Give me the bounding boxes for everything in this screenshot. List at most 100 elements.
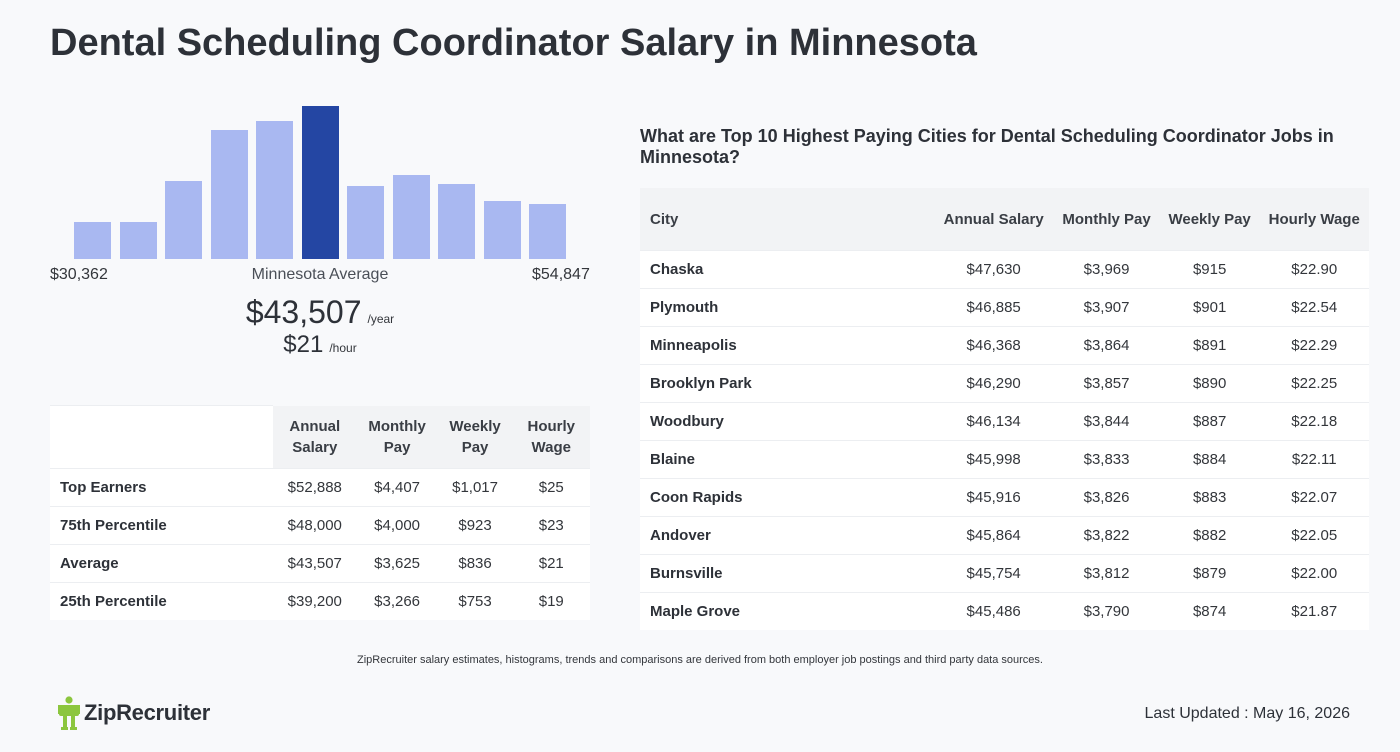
city-cell: $3,907 — [1053, 288, 1160, 327]
table-row: Brooklyn Park $46,290 $3,857 $890 $22.25 — [640, 364, 1369, 403]
stats-cell: $1,017 — [437, 468, 513, 507]
top-cities-table: City Annual Salary Monthly Pay Weekly Pa… — [640, 188, 1369, 630]
stats-cell: $3,625 — [356, 544, 438, 583]
stats-cell: $836 — [437, 544, 513, 583]
stats-cell: $39,200 — [273, 582, 357, 620]
stats-cell: $43,507 — [273, 544, 357, 583]
cities-header-hourly: Hourly Wage — [1259, 188, 1369, 251]
histogram-min-label: $30,362 — [50, 266, 108, 283]
city-cell: $3,812 — [1053, 554, 1160, 593]
city-cell: $890 — [1159, 364, 1260, 403]
city-cell: $22.11 — [1259, 440, 1369, 479]
city-cell: $22.18 — [1259, 402, 1369, 441]
average-annual-salary: $43,507/year — [120, 294, 520, 331]
average-hourly-wage: $21/hour — [120, 331, 520, 359]
city-cell: $22.07 — [1259, 478, 1369, 517]
cities-header-annual: Annual Salary — [934, 188, 1054, 251]
city-cell: $45,864 — [934, 516, 1054, 555]
table-row: Chaska $47,630 $3,969 $915 $22.90 — [640, 250, 1369, 289]
histogram-max-label: $54,847 — [532, 266, 590, 283]
city-cell: $884 — [1159, 440, 1260, 479]
city-name: Chaska — [640, 250, 934, 289]
city-name: Andover — [640, 516, 934, 555]
city-cell: $22.25 — [1259, 364, 1369, 403]
city-cell: $46,368 — [934, 326, 1054, 365]
city-cell: $3,790 — [1053, 592, 1160, 630]
salary-histogram — [74, 106, 570, 259]
city-cell: $47,630 — [934, 250, 1054, 289]
city-cell: $887 — [1159, 402, 1260, 441]
stats-cell: $21 — [512, 544, 590, 583]
stats-header-blank — [50, 405, 273, 469]
stats-cell: $19 — [512, 582, 590, 620]
city-cell: $901 — [1159, 288, 1260, 327]
city-name: Blaine — [640, 440, 934, 479]
histogram-bar — [438, 184, 475, 259]
data-disclaimer: ZipRecruiter salary estimates, histogram… — [357, 654, 1043, 666]
stats-header-hourly: Hourly Wage — [512, 405, 590, 469]
histogram-bar — [119, 222, 157, 259]
histogram-bar — [165, 180, 202, 259]
city-cell: $882 — [1159, 516, 1260, 555]
city-name: Woodbury — [640, 402, 934, 441]
table-row: Top Earners $52,888 $4,407 $1,017 $25 — [50, 468, 590, 507]
city-cell: $915 — [1159, 250, 1260, 289]
histogram-bar — [529, 203, 566, 259]
stats-row-label: Top Earners — [50, 468, 273, 507]
average-annual-value: $43,507 — [245, 294, 362, 330]
city-name: Plymouth — [640, 288, 934, 327]
histogram-bar — [256, 121, 293, 259]
city-cell: $45,916 — [934, 478, 1054, 517]
city-cell: $46,885 — [934, 288, 1054, 327]
city-cell: $22.29 — [1259, 326, 1369, 365]
ziprecruiter-logo[interactable]: ZipRecruiter — [58, 695, 210, 731]
city-cell: $22.00 — [1259, 554, 1369, 593]
stats-row-label: 75th Percentile — [50, 506, 273, 545]
last-updated: Last Updated : May 16, 2026 — [1144, 705, 1350, 722]
city-cell: $3,969 — [1053, 250, 1160, 289]
city-name: Maple Grove — [640, 592, 934, 630]
stats-cell: $52,888 — [273, 468, 357, 507]
page-title: Dental Scheduling Coordinator Salary in … — [50, 22, 977, 64]
logo-text: ZipRecruiter — [84, 700, 210, 725]
city-cell: $3,833 — [1053, 440, 1160, 479]
stats-cell: $923 — [437, 506, 513, 545]
city-cell: $46,134 — [934, 402, 1054, 441]
table-row: Maple Grove $45,486 $3,790 $874 $21.87 — [640, 592, 1369, 630]
city-cell: $874 — [1159, 592, 1260, 630]
stats-cell: $3,266 — [356, 582, 438, 620]
city-cell: $45,754 — [934, 554, 1054, 593]
average-hourly-value: $21 — [283, 331, 324, 358]
stats-table-header-row: Annual Salary Monthly Pay Weekly Pay Hou… — [50, 405, 590, 469]
table-row: Plymouth $46,885 $3,907 $901 $22.54 — [640, 288, 1369, 327]
city-cell: $21.87 — [1259, 592, 1369, 630]
average-annual-unit: /year — [367, 312, 395, 326]
table-row: Average $43,507 $3,625 $836 $21 — [50, 544, 590, 583]
salary-stats-table: Annual Salary Monthly Pay Weekly Pay Hou… — [50, 405, 590, 620]
histogram-bar — [301, 106, 339, 259]
table-row: Blaine $45,998 $3,833 $884 $22.11 — [640, 440, 1369, 479]
stats-header-monthly: Monthly Pay — [356, 405, 438, 469]
stats-cell: $4,407 — [356, 468, 438, 507]
histogram-bar — [210, 130, 248, 259]
table-row: Burnsville $45,754 $3,812 $879 $22.00 — [640, 554, 1369, 593]
cities-header-city: City — [640, 188, 934, 251]
city-cell: $22.05 — [1259, 516, 1369, 555]
city-cell: $891 — [1159, 326, 1260, 365]
top-cities-title: What are Top 10 Highest Paying Cities fo… — [640, 126, 1334, 167]
city-name: Minneapolis — [640, 326, 934, 365]
city-cell: $3,826 — [1053, 478, 1160, 517]
city-cell: $883 — [1159, 478, 1260, 517]
stats-cell: $4,000 — [356, 506, 438, 545]
stats-row-label: 25th Percentile — [50, 582, 273, 620]
stats-cell: $25 — [512, 468, 590, 507]
table-row: 25th Percentile $39,200 $3,266 $753 $19 — [50, 582, 590, 620]
cities-table-header-row: City Annual Salary Monthly Pay Weekly Pa… — [640, 188, 1369, 251]
histogram-bar — [483, 200, 521, 259]
city-cell: $22.90 — [1259, 250, 1369, 289]
stats-header-annual: Annual Salary — [273, 405, 357, 469]
stats-cell: $753 — [437, 582, 513, 620]
city-name: Coon Rapids — [640, 478, 934, 517]
stats-cell: $48,000 — [273, 506, 357, 545]
city-cell: $3,844 — [1053, 402, 1160, 441]
